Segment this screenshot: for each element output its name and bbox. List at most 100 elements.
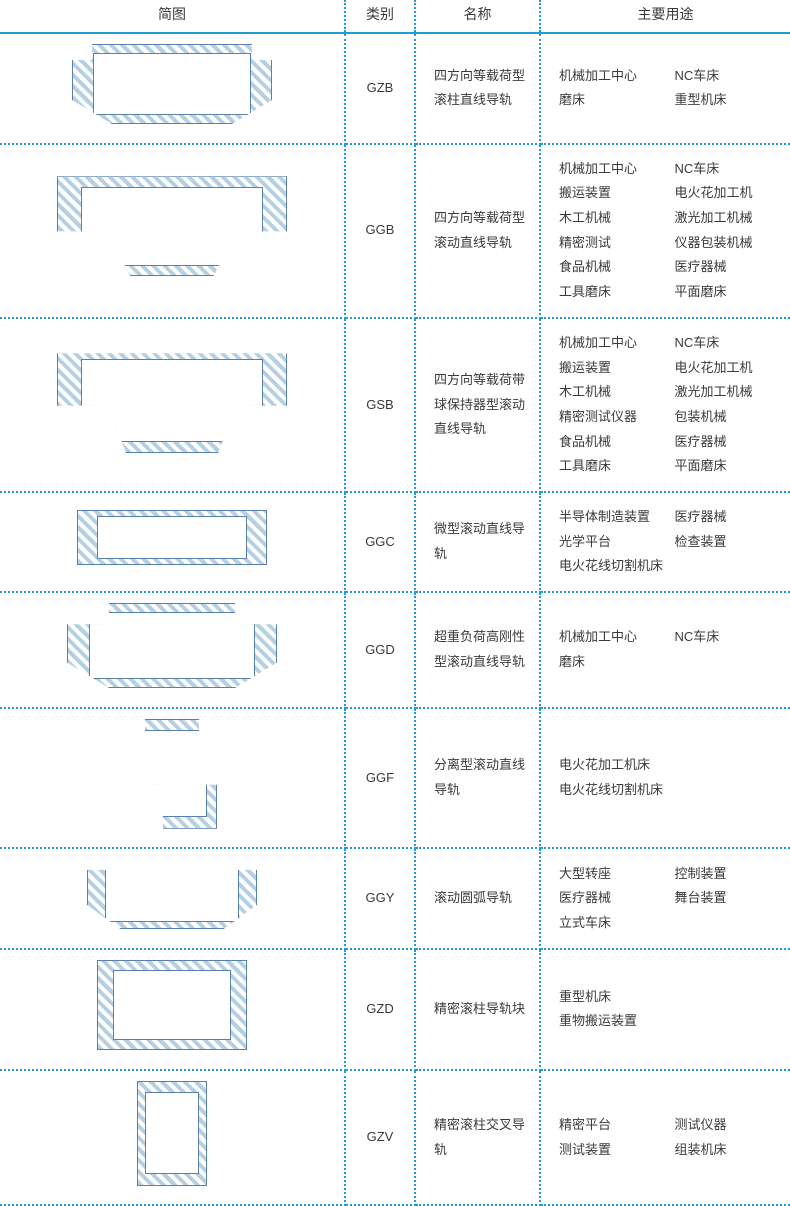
diagram-cell — [0, 318, 345, 492]
category-cell: GGB — [345, 144, 415, 318]
use-item: 医疗器械 — [675, 255, 783, 280]
table-row: GGC微型滚动直线导轨半导体制造装置医疗器械光学平台检查装置电火花线切割机床 — [0, 492, 790, 592]
table-row: GSB四方向等载荷带球保持器型滚动直线导轨机械加工中心 NC车床搬运装置电火花加工… — [0, 318, 790, 492]
category-cell: GZB — [345, 33, 415, 144]
use-item: 电火花线切割机床 — [559, 554, 667, 579]
diagram-icon — [77, 510, 267, 565]
use-item: 激光加工机械 — [675, 380, 783, 405]
header-category: 类别 — [345, 0, 415, 32]
use-item: 食品机械 — [559, 430, 667, 455]
use-item: 搬运装置 — [559, 356, 667, 381]
table-row: GGD超重负荷高刚性型滚动直线导轨机械加工中心 NC车床磨床 — [0, 592, 790, 708]
diagram-icon — [127, 719, 217, 829]
use-item: 磨床 — [559, 650, 667, 675]
use-item: 精密平台 — [559, 1113, 667, 1138]
category-cell: GGD — [345, 592, 415, 708]
category-cell: GGF — [345, 708, 415, 849]
use-item — [675, 650, 783, 675]
use-item: 重型机床 — [559, 985, 782, 1010]
category-cell: GGC — [345, 492, 415, 592]
name-cell: 滚动圆弧导轨 — [415, 848, 540, 949]
use-item: 电火花线切割机床 — [559, 778, 782, 803]
use-item: 工具磨床 — [559, 454, 667, 479]
use-item: 重物搬运装置 — [559, 1009, 782, 1034]
use-cell: 精密平台测试仪器测试装置组装机床 — [540, 1070, 790, 1206]
name-cell: 超重负荷高刚性型滚动直线导轨 — [415, 592, 540, 708]
use-cell: 机械加工中心NC车床磨床重型机床 — [540, 33, 790, 144]
name-cell: 精密滚柱交叉导轨 — [415, 1070, 540, 1206]
diagram-cell — [0, 492, 345, 592]
diagram-cell — [0, 848, 345, 949]
use-item: 组装机床 — [675, 1138, 783, 1163]
use-item: 机械加工中心 — [559, 331, 667, 356]
use-item: 舞台装置 — [675, 886, 783, 911]
use-item: 精密测试 — [559, 231, 667, 256]
diagram-cell — [0, 592, 345, 708]
diagram-icon — [72, 44, 272, 124]
name-cell: 微型滚动直线导轨 — [415, 492, 540, 592]
use-item: 控制装置 — [675, 862, 783, 887]
use-item: 半导体制造装置 — [559, 505, 667, 530]
use-item: 医疗器械 — [675, 430, 783, 455]
use-item: 精密测试仪器 — [559, 405, 667, 430]
table-row: GGB四方向等载荷型滚动直线导轨机械加工中心NC车床搬运装置电火花加工机木工机械… — [0, 144, 790, 318]
use-cell: 半导体制造装置医疗器械光学平台检查装置电火花线切割机床 — [540, 492, 790, 592]
diagram-icon — [97, 960, 247, 1050]
category-cell: GZV — [345, 1070, 415, 1206]
spec-table: 简图 类别 名称 主要用途 GZB四方向等载荷型滚柱直线导轨机械加工中心NC车床… — [0, 0, 790, 1206]
use-cell: 机械加工中心 NC车床磨床 — [540, 592, 790, 708]
table-row: GGY滚动圆弧导轨大型转座控制装置医疗器械舞台装置立式车床 — [0, 848, 790, 949]
use-item: 食品机械 — [559, 255, 667, 280]
table-row: GGF分离型滚动直线导轨电火花加工机床电火花线切割机床 — [0, 708, 790, 849]
category-cell: GSB — [345, 318, 415, 492]
use-item: NC车床 — [675, 64, 783, 89]
use-item: 光学平台 — [559, 530, 667, 555]
use-item: 重型机床 — [675, 88, 783, 113]
use-item: 机械加工中心 — [559, 157, 667, 182]
use-item: 木工机械 — [559, 380, 667, 405]
use-item: 测试仪器 — [675, 1113, 783, 1138]
name-cell: 分离型滚动直线导轨 — [415, 708, 540, 849]
header-name: 名称 — [415, 0, 540, 32]
use-item: 仪器包装机械 — [675, 231, 783, 256]
use-item: 测试装置 — [559, 1138, 667, 1163]
use-item — [675, 911, 783, 936]
use-item: NC车床 — [675, 331, 783, 356]
use-item: NC车床 — [675, 625, 783, 650]
diagram-icon — [67, 603, 277, 688]
category-cell: GGY — [345, 848, 415, 949]
use-cell: 大型转座控制装置医疗器械舞台装置立式车床 — [540, 848, 790, 949]
diagram-cell — [0, 33, 345, 144]
category-cell: GZD — [345, 949, 415, 1070]
header-diagram: 简图 — [0, 0, 345, 32]
use-item: 搬运装置 — [559, 181, 667, 206]
diagram-icon — [87, 859, 257, 929]
use-item: 磨床 — [559, 88, 667, 113]
diagram-icon — [57, 348, 287, 453]
table-row: GZV精密滚柱交叉导轨精密平台测试仪器测试装置组装机床 — [0, 1070, 790, 1206]
diagram-icon — [57, 176, 287, 276]
use-item — [675, 554, 783, 579]
use-cell: 重型机床重物搬运装置 — [540, 949, 790, 1070]
header-row: 简图 类别 名称 主要用途 — [0, 0, 790, 32]
use-cell: 电火花加工机床电火花线切割机床 — [540, 708, 790, 849]
use-item: 机械加工中心 — [559, 625, 667, 650]
use-item: 木工机械 — [559, 206, 667, 231]
name-cell: 四方向等载荷带球保持器型滚动直线导轨 — [415, 318, 540, 492]
use-item: 电火花加工机 — [675, 356, 783, 381]
name-cell: 四方向等载荷型滚动直线导轨 — [415, 144, 540, 318]
table-row: GZB四方向等载荷型滚柱直线导轨机械加工中心NC车床磨床重型机床 — [0, 33, 790, 144]
name-cell: 四方向等载荷型滚柱直线导轨 — [415, 33, 540, 144]
use-item: 电火花加工机床 — [559, 753, 782, 778]
diagram-cell — [0, 144, 345, 318]
use-item: 电火花加工机 — [675, 181, 783, 206]
use-item: 医疗器械 — [559, 886, 667, 911]
diagram-cell — [0, 949, 345, 1070]
use-item: 立式车床 — [559, 911, 667, 936]
use-item: 检查装置 — [675, 530, 783, 555]
use-item: 工具磨床 — [559, 280, 667, 305]
use-cell: 机械加工中心NC车床搬运装置电火花加工机木工机械激光加工机械精密测试仪器包装机械… — [540, 318, 790, 492]
use-item: 激光加工机械 — [675, 206, 783, 231]
use-item: 平面磨床 — [675, 454, 783, 479]
header-use: 主要用途 — [540, 0, 790, 32]
